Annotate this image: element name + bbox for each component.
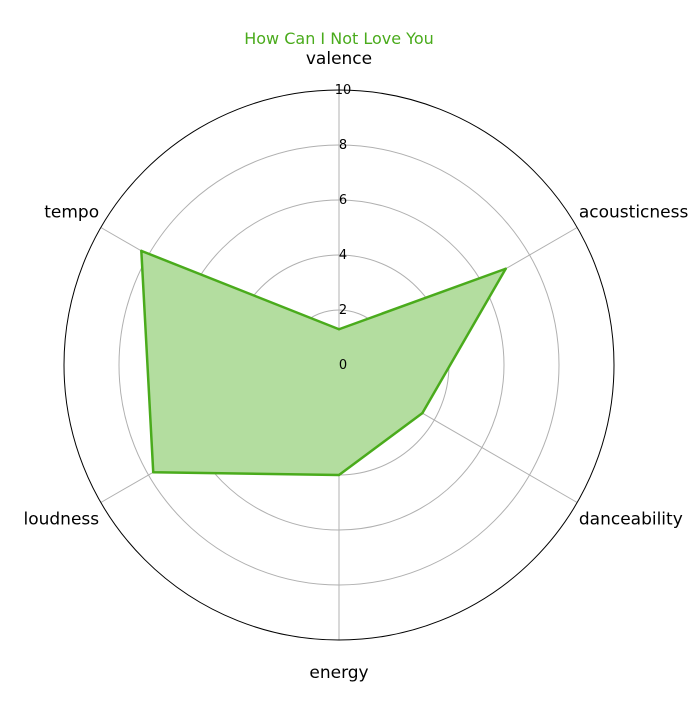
- data-point-danceability: [421, 411, 424, 415]
- r-tick-label: 0: [339, 358, 347, 373]
- r-tick-label: 10: [335, 83, 352, 98]
- data-point-energy: [337, 473, 341, 477]
- series-fill: [141, 250, 506, 475]
- axis-label-tempo: tempo: [44, 203, 99, 223]
- axis-label-danceability: danceability: [579, 510, 683, 530]
- r-tick-label: 8: [339, 138, 347, 153]
- polar-frame: [63, 89, 615, 641]
- data-layer: [140, 249, 507, 477]
- r-tick-label: 2: [339, 303, 347, 318]
- axis-label-acousticness: acousticness: [579, 203, 689, 223]
- data-point-acousticness: [504, 267, 507, 270]
- axis-label-loudness: loudness: [23, 510, 99, 530]
- data-point-valence: [337, 328, 341, 331]
- axis-labels: valence acousticness danceability energy lou…: [23, 49, 688, 683]
- data-point-loudness: [152, 471, 155, 474]
- axis-label-valence: valence: [306, 49, 372, 69]
- data-point-tempo: [140, 249, 143, 253]
- r-tick-label: 4: [339, 248, 347, 263]
- radial-ticks: 0 2 4 6 8 10: [335, 83, 352, 373]
- axis-label-energy: energy: [309, 663, 368, 683]
- r-tick-label: 6: [339, 193, 347, 208]
- chart-title: How Can I Not Love You: [244, 29, 434, 48]
